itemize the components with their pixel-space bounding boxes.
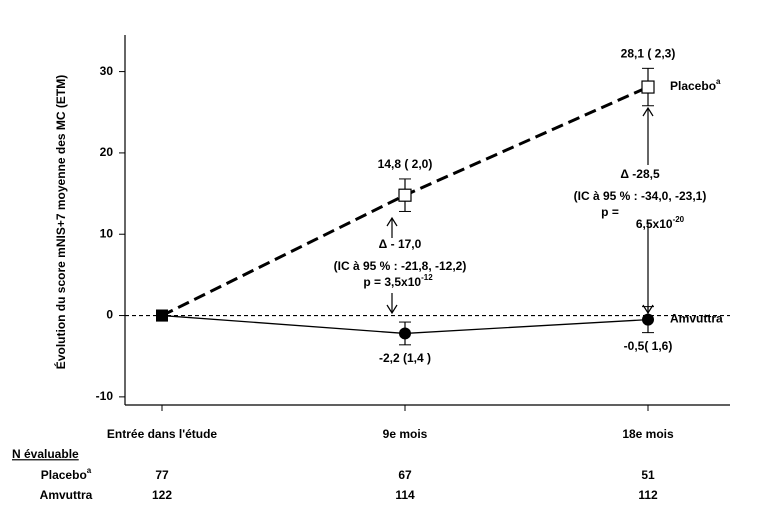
y-tick-label: 0 [106,308,113,322]
legend-label-sup: a [716,77,721,86]
x-tick-label: 9e mois [383,427,428,441]
arrow-head [642,106,654,117]
table-cell: 122 [152,488,172,502]
value-label: -0,5( 1,6) [624,339,673,353]
x-tick-label: Entrée dans l'étude [107,427,218,441]
arrow-head [386,304,398,315]
arrow-head [642,304,654,315]
table-row-label-main: Placebo [41,468,87,482]
table-cell: 51 [641,468,655,482]
table-cell: 112 [638,488,658,502]
y-tick-label: 30 [100,64,114,78]
annotation-text: Δ - 17,0 [379,237,422,251]
annotation-p-sup: -12 [421,273,433,282]
n-table-title: N évaluable [12,447,79,461]
legend-label: Placeboa [670,77,721,93]
annotation-p-value-sup: -20 [673,215,685,224]
marker [398,188,412,202]
value-label: 14,8 ( 2,0) [378,157,433,171]
table-row-label-main: Amvuttra [40,488,93,502]
y-tick-label: 20 [100,145,114,159]
table-cell: 67 [398,468,412,482]
table-cell: 77 [155,468,169,482]
annotation-p-value: 6,5x10-20 [636,215,685,231]
legend-label: Amvuttra [670,312,723,326]
annotation-p-value-main: 6,5x10 [636,217,673,231]
y-axis-label: Évolution du score mNIS+7 moyenne des MC… [53,75,68,369]
marker [156,309,168,322]
value-label: 28,1 ( 2,3) [621,47,676,61]
annotation-text: (IC à 95 % : -34,0, -23,1) [574,189,707,203]
annotation-text: Δ -28,5 [620,167,660,181]
table-row-label: Amvuttra [40,488,93,502]
marker [641,80,655,94]
annotation-p: p = [601,205,619,219]
y-tick-label: -10 [96,389,114,403]
legend-label-main: Amvuttra [670,312,723,326]
annotation-text: (IC à 95 % : -21,8, -12,2) [334,259,467,273]
marker [399,327,411,340]
arrow-head [386,216,398,227]
y-tick-label: 10 [100,226,114,240]
table-row-label: Placeboa [41,466,92,482]
legend-label-main: Placebo [670,79,716,93]
value-label: -2,2 (1,4 ) [379,351,431,365]
annotation-p-main: p = 3,5x10 [363,275,421,289]
annotation-p: p = 3,5x10-12 [363,273,433,289]
marker [642,313,654,326]
table-cell: 114 [395,488,415,502]
table-row-label-sup: a [87,466,92,475]
x-tick-label: 18e mois [622,427,674,441]
